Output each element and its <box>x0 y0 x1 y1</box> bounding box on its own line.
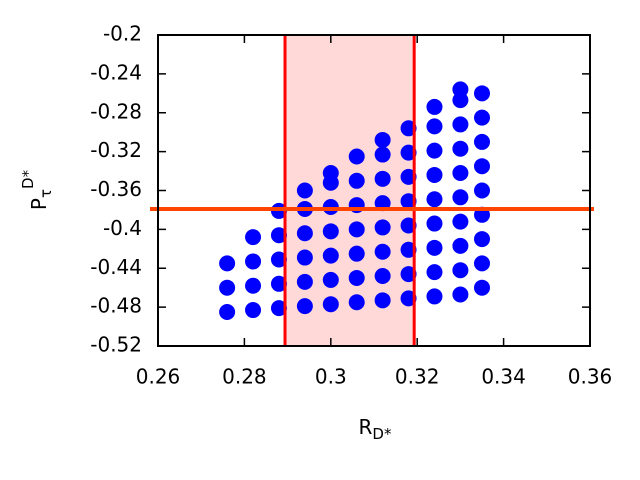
point <box>474 255 490 272</box>
point <box>400 120 417 137</box>
point <box>426 166 443 183</box>
point <box>296 225 313 242</box>
point <box>245 229 262 246</box>
point <box>474 109 490 126</box>
y-tick-label: -0.36 <box>90 177 142 201</box>
point <box>452 286 469 303</box>
point <box>400 168 417 185</box>
point <box>322 223 339 240</box>
point <box>374 146 391 163</box>
point <box>400 217 417 234</box>
point <box>474 85 490 102</box>
x-tick-label: 0.36 <box>568 365 613 389</box>
y-tick-label: -0.32 <box>90 138 142 162</box>
y-label-main: P <box>27 198 51 210</box>
point <box>452 116 469 133</box>
point <box>400 241 417 258</box>
point <box>348 294 365 311</box>
point <box>452 213 469 230</box>
x-tick-label: 0.34 <box>481 365 526 389</box>
point <box>296 273 313 290</box>
y-tick-label: -0.52 <box>90 333 142 357</box>
point <box>296 249 313 266</box>
point <box>474 133 490 150</box>
point <box>270 300 287 317</box>
point <box>426 191 443 208</box>
y-tick-label: -0.24 <box>90 60 142 84</box>
point <box>348 148 365 165</box>
point <box>219 303 236 320</box>
y-tick-label: -0.2 <box>103 22 142 46</box>
point <box>322 247 339 264</box>
y-tick-label: -0.44 <box>90 255 142 279</box>
x-label-main: R <box>359 415 373 439</box>
point <box>348 245 365 262</box>
point <box>270 227 287 244</box>
point <box>322 296 339 313</box>
point <box>452 262 469 279</box>
point <box>270 275 287 292</box>
y-tick-label: -0.28 <box>90 99 142 123</box>
point <box>374 268 391 285</box>
point <box>426 264 443 281</box>
point <box>296 298 313 315</box>
point <box>270 251 287 268</box>
point <box>322 271 339 288</box>
point <box>374 131 391 148</box>
x-tick-label: 0.26 <box>136 365 181 389</box>
point <box>474 182 490 199</box>
y-label-sup: D* <box>19 169 37 189</box>
point <box>474 279 490 296</box>
point <box>452 237 469 254</box>
point <box>426 288 443 305</box>
point <box>400 193 417 210</box>
point <box>474 231 490 248</box>
x-axis-label: RD* <box>359 415 392 443</box>
point <box>452 165 469 182</box>
point <box>400 290 417 307</box>
point <box>374 170 391 187</box>
point <box>374 243 391 260</box>
point <box>219 279 236 296</box>
point <box>348 269 365 286</box>
point <box>348 172 365 189</box>
y-label-sub: τ <box>37 189 55 198</box>
y-axis-label: PτD* <box>19 169 55 210</box>
x-tick-label: 0.28 <box>222 365 267 389</box>
x-tick-label: 0.32 <box>395 365 440 389</box>
point <box>374 292 391 309</box>
point <box>474 158 490 175</box>
point <box>322 165 339 182</box>
x-tick-label: 0.3 <box>315 365 347 389</box>
point <box>400 144 417 161</box>
point <box>245 302 262 319</box>
point <box>426 142 443 159</box>
point <box>245 253 262 270</box>
x-label-sub: D* <box>372 425 392 443</box>
point <box>426 239 443 256</box>
point <box>296 182 313 199</box>
y-tick-label: -0.48 <box>90 294 142 318</box>
point <box>452 140 469 157</box>
y-tick-label: -0.4 <box>103 216 142 240</box>
point <box>400 266 417 283</box>
point <box>452 81 469 98</box>
point <box>426 118 443 135</box>
point <box>452 189 469 206</box>
point <box>219 255 236 272</box>
point <box>426 98 443 115</box>
point <box>374 219 391 236</box>
point <box>348 221 365 238</box>
point <box>426 215 443 232</box>
point <box>245 277 262 294</box>
